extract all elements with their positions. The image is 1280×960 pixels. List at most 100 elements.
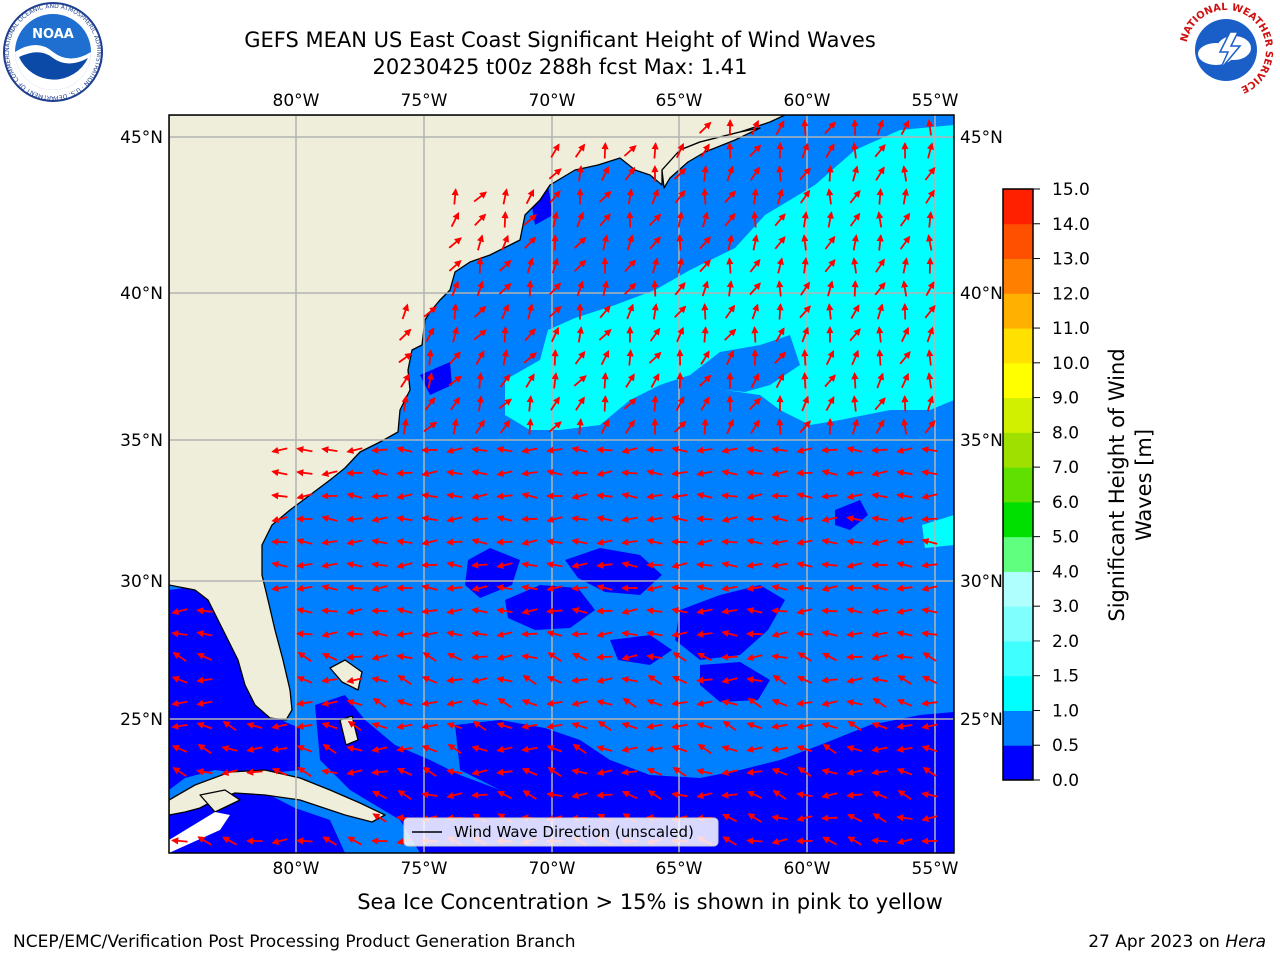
wave-vector [926,395,934,412]
wave-vector [799,189,811,204]
colorbar-bin [1003,189,1033,225]
wave-vector [321,515,338,523]
wave-vector [721,630,738,638]
wave-vector [496,469,513,477]
wave-vector [876,349,884,366]
wave-vector [921,722,938,730]
wave-vector [296,446,313,454]
wave-vector [674,282,686,296]
wave-vector [521,469,538,477]
wave-vector [322,836,337,846]
wave-vector [525,189,535,205]
wave-vector [646,722,663,730]
wave-vector [421,492,438,500]
wave-vector [821,469,838,477]
wave-vector [396,469,413,477]
wave-vector [925,281,935,297]
wave-vector [726,234,734,251]
wave-vector [471,630,488,638]
wave-vector [875,419,885,434]
colorbar-tick-label: 13.0 [1052,250,1090,270]
wave-vector [899,235,911,250]
wave-vector [771,607,788,615]
wave-vector [598,329,612,341]
wave-vector [451,280,460,297]
wave-vector [271,837,288,845]
wave-vector [921,675,938,685]
wave-vector [652,257,659,274]
wave-vector [871,538,888,546]
wave-vector [671,446,688,454]
wave-vector [921,584,938,592]
wave-vector [621,538,638,546]
wave-vector [897,789,912,800]
wave-vector [871,722,888,730]
wave-vector [471,791,488,799]
wave-vector [851,257,859,274]
wave-vector [571,722,588,730]
wave-vector [851,372,859,389]
wave-vector [296,607,313,615]
wave-vector [671,538,688,546]
wave-vector [446,538,463,546]
wave-vector [676,257,684,274]
wave-vector [701,303,709,320]
lat-label: 25°N [120,710,163,730]
wave-vector [421,469,438,477]
wave-vector [396,607,413,615]
wave-vector [750,373,760,389]
wave-vector [626,349,634,366]
sea-ice-caption: Sea Ice Concentration > 15% is shown in … [357,890,943,914]
colorbar-bin [1003,328,1033,364]
wave-vector [596,446,613,454]
wave-vector [726,280,734,297]
wave-vector [221,768,238,776]
wave-vector [872,813,887,823]
wave-vector [396,561,413,569]
wave-vector [824,121,836,135]
wave-vector [876,211,884,228]
wave-vector [722,836,737,846]
wave-vector [871,790,888,799]
wave-vector [546,675,563,684]
wave-vector [702,211,709,228]
wave-vector [171,745,188,753]
colorbar-bin [1003,640,1033,677]
wave-vector [497,697,512,709]
wave-vector [649,236,661,250]
wave-vector [321,469,338,477]
wave-vector [501,211,509,228]
wave-vector [871,630,888,638]
colorbar-tick-label: 8.0 [1052,423,1079,443]
wave-vector [671,584,688,592]
wave-vector [651,280,659,297]
wave-vector [651,303,659,320]
wave-vector [921,561,938,569]
wave-vector [549,190,561,204]
wave-vector [746,722,763,730]
wave-vector [726,257,734,274]
wave-vector [621,722,638,730]
wave-vector [646,745,663,753]
wave-vector [921,745,938,753]
wave-vector [846,469,863,477]
wave-vector [822,652,838,662]
wave-vector [801,234,809,251]
wave-vector [771,446,788,454]
wave-vector [647,674,662,685]
wave-vector [596,492,613,500]
wave-vector [726,418,734,435]
wave-vector [647,790,662,800]
wave-vector [851,395,859,412]
wave-vector [846,538,863,546]
wave-vector [874,397,886,411]
wave-vector [776,280,784,297]
wave-vector [821,630,838,638]
wave-vector [850,304,860,319]
wave-vector [671,791,688,799]
wave-vector [371,722,388,730]
bottom-lon-labels: 80°W 75°W 70°W 65°W 60°W 55°W [273,859,959,879]
wave-vector [397,790,412,800]
wave-vector [749,144,762,158]
